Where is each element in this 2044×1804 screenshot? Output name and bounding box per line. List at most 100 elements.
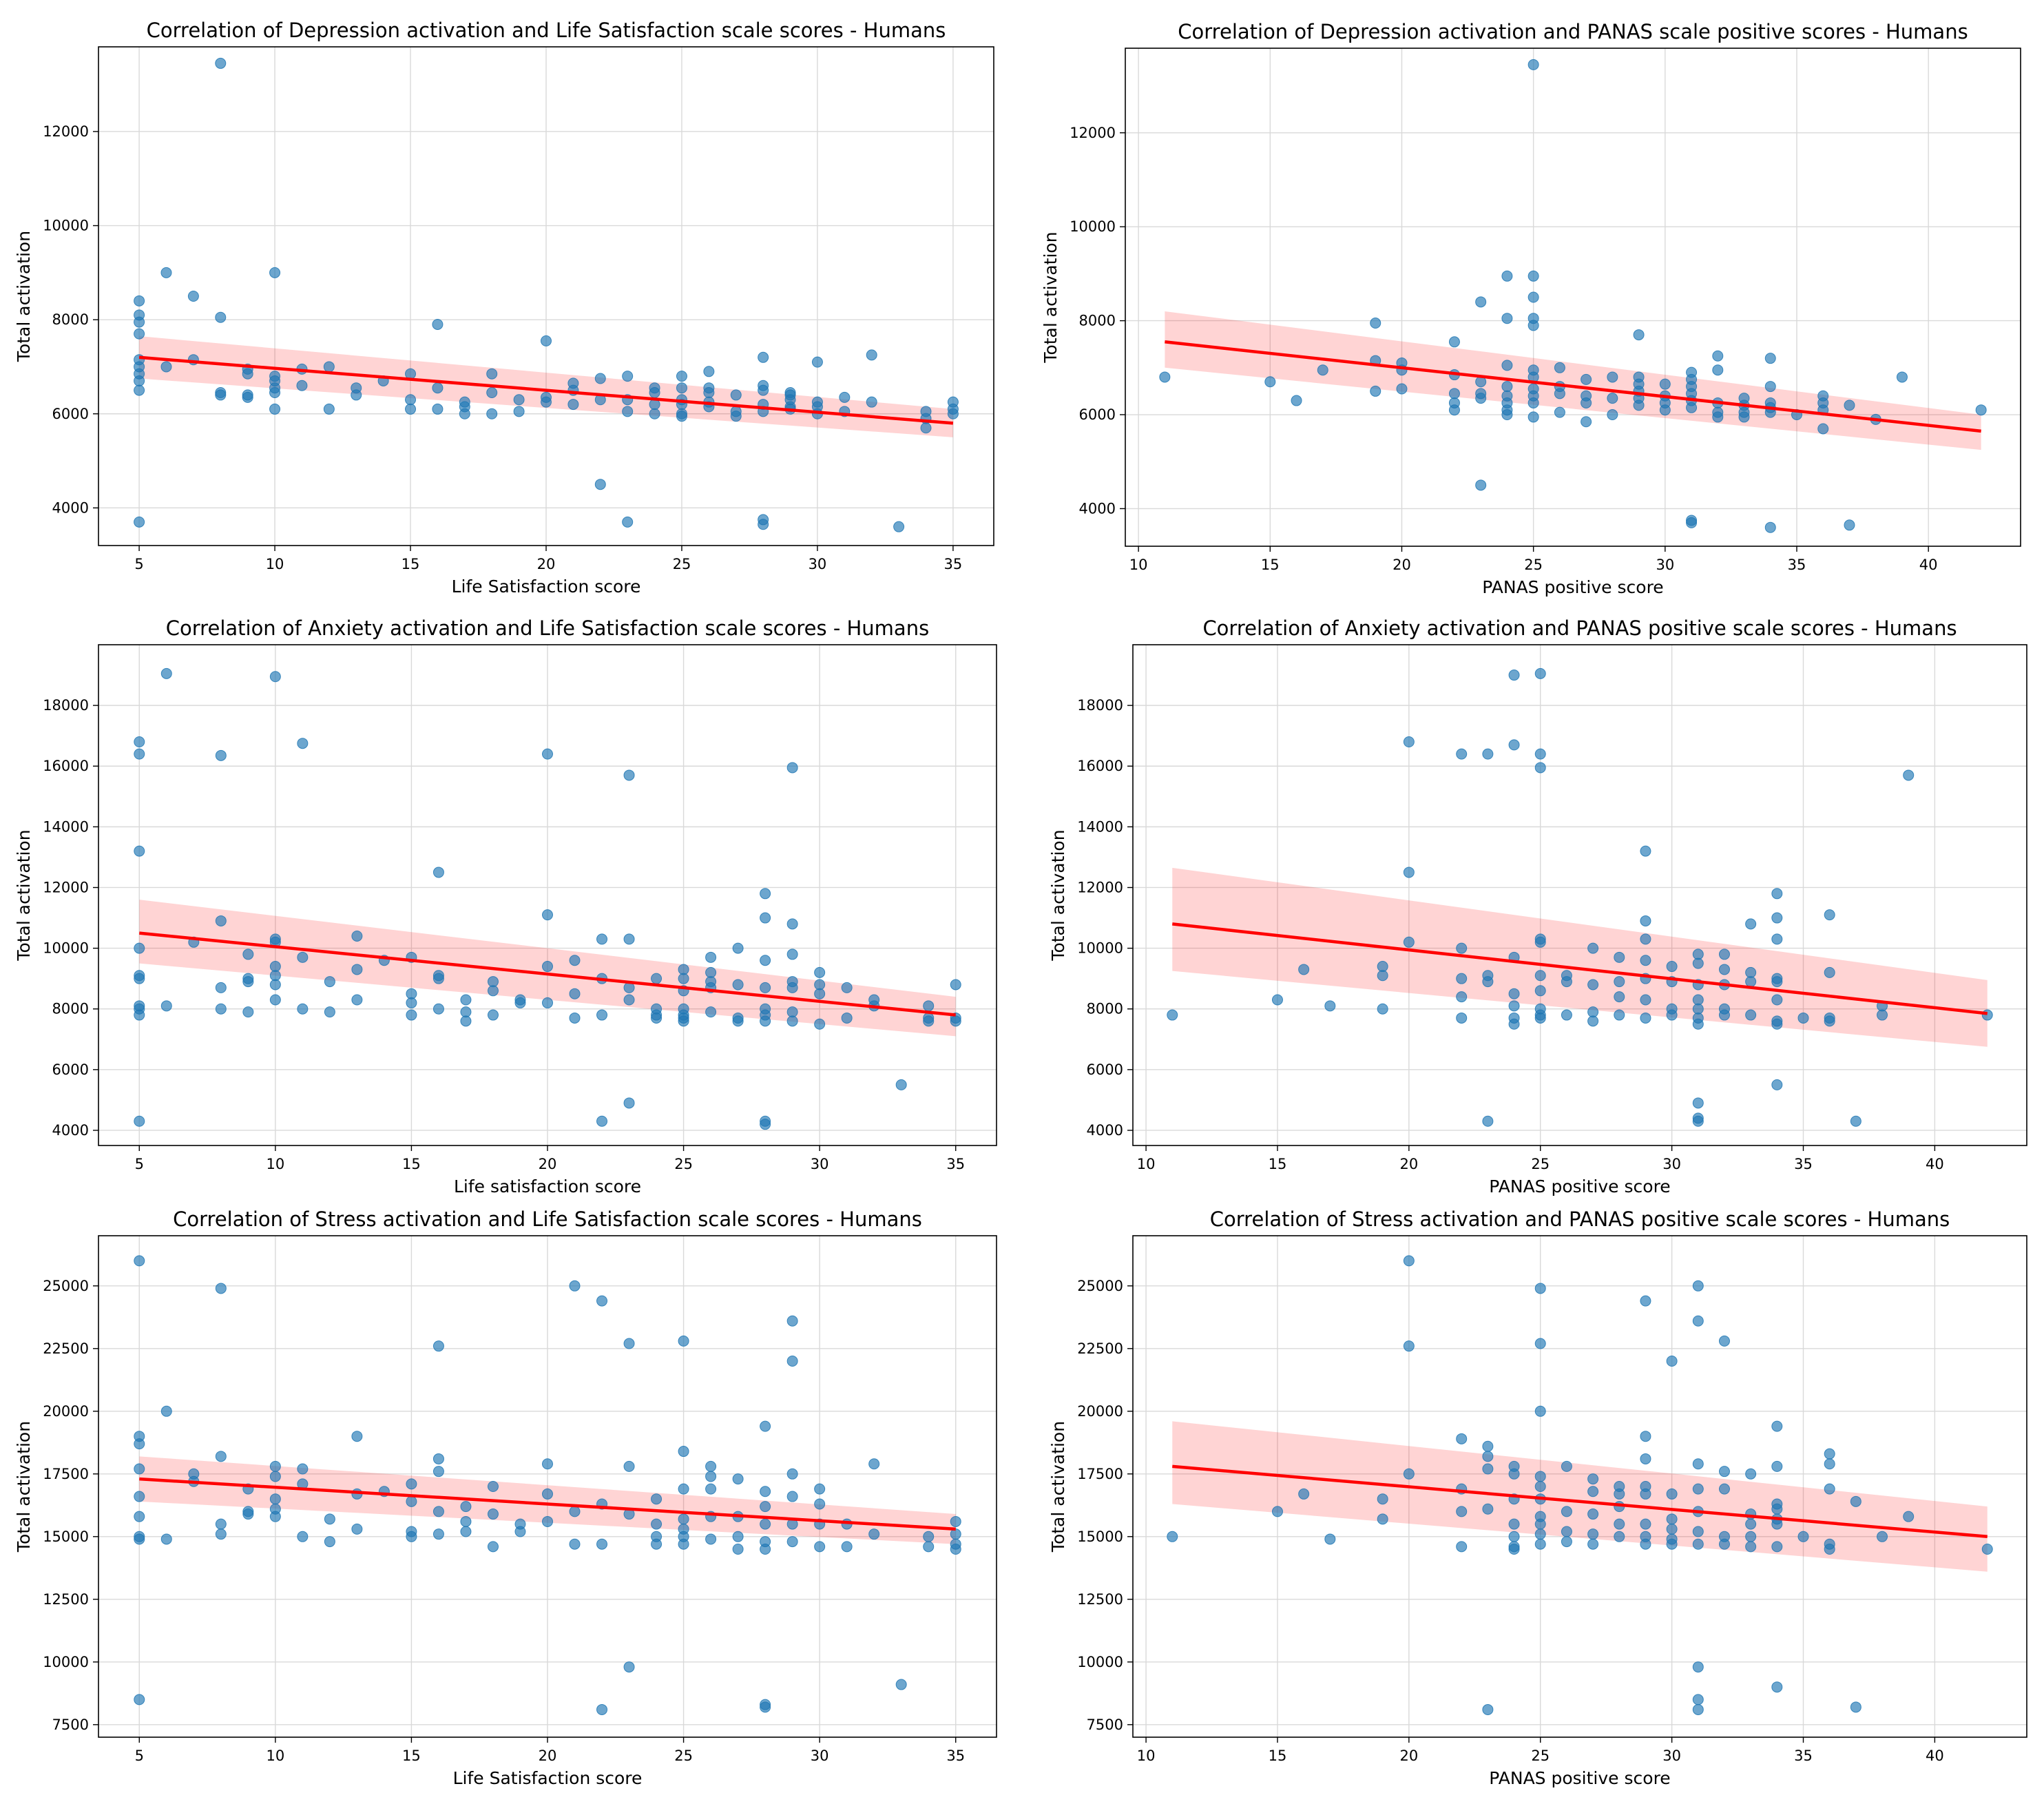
chart-3-data-point[interactable] <box>432 1003 444 1015</box>
chart-1-data-point[interactable] <box>541 396 552 408</box>
chart-2-data-point[interactable] <box>1475 479 1487 491</box>
chart-3-data-point[interactable] <box>623 1097 635 1109</box>
chart-3-data-point[interactable] <box>542 961 553 973</box>
chart-6-data-point[interactable] <box>1587 1473 1599 1485</box>
chart-3-data-point[interactable] <box>134 1115 145 1127</box>
chart-6-data-point[interactable] <box>1456 1506 1468 1517</box>
chart-1-data-point[interactable] <box>622 371 634 382</box>
chart-4-data-point[interactable] <box>1456 973 1468 984</box>
chart-6-data-point[interactable] <box>1666 1538 1678 1550</box>
chart-2-data-point[interactable] <box>1975 404 1987 416</box>
chart-6-data-point[interactable] <box>1824 1458 1835 1470</box>
chart-6-data-point[interactable] <box>1692 1458 1704 1470</box>
chart-6-data-point[interactable] <box>1718 1538 1730 1550</box>
chart-4-data-point[interactable] <box>1534 936 1546 948</box>
chart-2-data-point[interactable] <box>1527 291 1539 303</box>
chart-3-data-point[interactable] <box>814 988 826 999</box>
chart-3-data-point[interactable] <box>134 748 145 760</box>
chart-2-data-point[interactable] <box>1554 362 1565 373</box>
chart-5-data-point[interactable] <box>760 1486 771 1497</box>
chart-6-data-point[interactable] <box>1640 1295 1651 1307</box>
chart-5-data-point[interactable] <box>215 1518 227 1530</box>
chart-1-data-point[interactable] <box>622 406 634 417</box>
chart-1-data-point[interactable] <box>432 382 444 394</box>
chart-3-data-point[interactable] <box>351 930 363 942</box>
chart-3-data-point[interactable] <box>841 1012 853 1024</box>
chart-3-data-point[interactable] <box>487 1009 499 1021</box>
chart-6-data-point[interactable] <box>1745 1518 1757 1530</box>
chart-3-data-point[interactable] <box>569 1012 581 1024</box>
chart-3-data-point[interactable] <box>160 1000 172 1012</box>
chart-2-data-point[interactable] <box>1501 360 1513 371</box>
chart-3-data-point[interactable] <box>269 994 281 1006</box>
chart-6-data-point[interactable] <box>1482 1503 1494 1515</box>
chart-1-data-point[interactable] <box>134 516 145 528</box>
chart-3-data-point[interactable] <box>242 976 254 988</box>
chart-4-data-point[interactable] <box>1771 933 1783 945</box>
chart-1-data-point[interactable] <box>594 479 606 490</box>
chart-5-data-point[interactable] <box>542 1488 553 1500</box>
chart-1-data-point[interactable] <box>134 375 145 386</box>
chart-6-data-point[interactable] <box>1377 1493 1388 1505</box>
chart-5-data-point[interactable] <box>324 1536 335 1548</box>
chart-1-data-point[interactable] <box>269 387 281 399</box>
chart-5-data-point[interactable] <box>160 1405 172 1417</box>
chart-5-data-point[interactable] <box>432 1506 444 1517</box>
chart-3-data-point[interactable] <box>134 942 145 954</box>
chart-2-data-point[interactable] <box>1607 371 1618 383</box>
chart-4-data-point[interactable] <box>1403 867 1415 878</box>
chart-3-data-point[interactable] <box>269 671 281 683</box>
chart-2-data-point[interactable] <box>1396 383 1408 395</box>
chart-6-data-point[interactable] <box>1640 1518 1651 1530</box>
chart-6-data-point[interactable] <box>1482 1703 1494 1715</box>
chart-5-data-point[interactable] <box>678 1335 689 1347</box>
chart-4-data-point[interactable] <box>1482 1115 1494 1127</box>
chart-6-data-point[interactable] <box>1771 1681 1783 1693</box>
chart-2-data-point[interactable] <box>1264 376 1276 388</box>
chart-5-data-point[interactable] <box>651 1538 663 1550</box>
chart-4-data-point[interactable] <box>1534 970 1546 982</box>
chart-6-data-point[interactable] <box>1718 1483 1730 1495</box>
chart-4-data-point[interactable] <box>1324 1000 1336 1012</box>
chart-5-data-point[interactable] <box>678 1538 689 1550</box>
chart-4-data-point[interactable] <box>1640 933 1651 945</box>
chart-5-data-point[interactable] <box>269 1460 281 1472</box>
chart-3-data-point[interactable] <box>623 769 635 781</box>
chart-3-data-point[interactable] <box>950 979 961 991</box>
chart-1-data-point[interactable] <box>187 291 199 302</box>
chart-4-data-point[interactable] <box>1377 1003 1388 1015</box>
chart-5-data-point[interactable] <box>596 1703 608 1715</box>
chart-5-data-point[interactable] <box>542 1515 553 1527</box>
chart-1-data-point[interactable] <box>811 356 823 368</box>
chart-2-data-point[interactable] <box>1764 353 1776 364</box>
chart-3-data-point[interactable] <box>760 982 771 993</box>
chart-2-data-point[interactable] <box>1581 373 1592 385</box>
chart-4-data-point[interactable] <box>1508 1000 1520 1012</box>
chart-5-data-point[interactable] <box>542 1458 553 1470</box>
chart-2-data-point[interactable] <box>1501 313 1513 324</box>
chart-4-data-point[interactable] <box>1534 1012 1546 1024</box>
chart-3-data-point[interactable] <box>324 1006 335 1018</box>
chart-4-data-point[interactable] <box>1640 1012 1651 1024</box>
chart-3-data-point[interactable] <box>623 933 635 945</box>
chart-6-data-point[interactable] <box>1745 1541 1757 1553</box>
chart-2-data-point[interactable] <box>1475 393 1487 404</box>
chart-3-data-point[interactable] <box>269 979 281 991</box>
chart-2-data-point[interactable] <box>1159 371 1171 383</box>
chart-6-data-point[interactable] <box>1824 1483 1835 1495</box>
chart-6-data-point[interactable] <box>1824 1448 1835 1460</box>
chart-2-data-point[interactable] <box>1527 397 1539 408</box>
chart-2-data-point[interactable] <box>1291 395 1302 406</box>
chart-5-data-point[interactable] <box>432 1466 444 1478</box>
chart-6-data-point[interactable] <box>1771 1420 1783 1432</box>
chart-1-data-point[interactable] <box>215 389 227 401</box>
chart-4-data-point[interactable] <box>1271 994 1283 1006</box>
chart-6-data-point[interactable] <box>1640 1453 1651 1464</box>
chart-5-data-point[interactable] <box>269 1471 281 1482</box>
chart-6-data-point[interactable] <box>1587 1508 1599 1520</box>
chart-4-data-point[interactable] <box>1640 994 1651 1006</box>
chart-2-data-point[interactable] <box>1501 270 1513 282</box>
chart-4-data-point[interactable] <box>1692 1018 1704 1030</box>
chart-6-data-point[interactable] <box>1298 1488 1310 1500</box>
chart-3-data-point[interactable] <box>351 964 363 975</box>
